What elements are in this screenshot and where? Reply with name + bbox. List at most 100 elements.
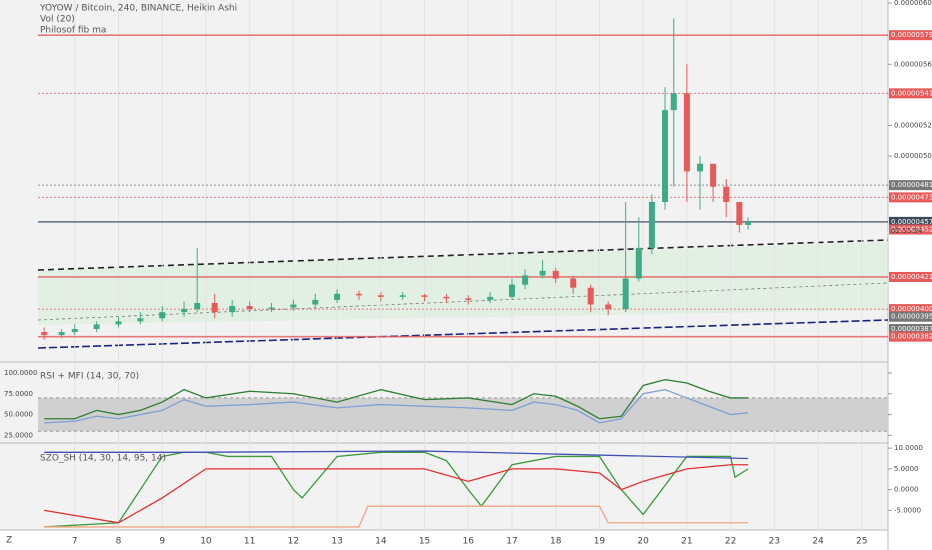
candle-body [115,321,122,325]
candle-body [552,270,559,279]
price-label: 0.00000457 [891,218,932,226]
time-axis-bg [0,530,888,550]
candle-body [670,93,677,111]
y-tick-label: 75.0000 [4,390,33,398]
price-label-box [889,311,932,322]
candle-body [58,332,65,336]
price-label-box [889,216,932,227]
x-tick-label: 23 [769,537,780,547]
price-label: 0.00000395 [891,313,932,321]
szo-line [44,505,749,528]
price-label-box [889,304,932,315]
x-tick-label: 12 [288,537,299,547]
x-tick-label: 18 [550,537,562,547]
x-tick-label: 25 [856,537,867,547]
candle-body [355,293,362,296]
x-tick-label: 24 [812,537,824,547]
x-tick-label: 16 [463,537,475,547]
candle-body [736,201,743,225]
candle-body [246,306,253,310]
y-tick-label: -5.0000 [894,506,921,514]
price-label: 0.00000452 [891,226,932,234]
candle-body [522,275,529,285]
candle-body [377,295,384,297]
price-label-box [889,323,932,334]
price-label: 0.00000473 [891,193,932,201]
x-tick-label: 13 [331,537,342,547]
rsi-line [44,378,749,420]
candle-body [268,307,275,310]
corner-label: Z [6,536,12,546]
candle-body [41,332,48,336]
candle-body [312,299,319,305]
x-tick-label: 11 [244,537,255,547]
price-label: 0.00000541 [891,89,932,97]
price-label-box [889,30,932,41]
candle-body [194,302,201,310]
zone [38,242,888,325]
price-label-box [889,331,932,342]
trendline [37,239,889,271]
panel-title: SZO_SH (14, 30, 14, 95, 14) [40,454,166,464]
x-tick-label: 22 [725,537,736,547]
candle-body [71,328,78,333]
x-tick-label: 19 [594,537,606,547]
candle-body [137,318,144,322]
price-label: 0.00000382 [891,333,932,341]
y-tick-label: 10.0000 [894,444,923,452]
indicator-label: Vol (20) [40,15,75,25]
candle-body [181,309,188,313]
candle-body [443,296,450,299]
y-tick-label: 100.0000 [4,369,37,377]
candle-body [229,306,236,313]
candle-body [745,221,752,225]
x-tick-label: 8 [116,537,122,547]
price-label-box [889,271,932,282]
rsi-line [44,388,749,424]
x-tick-label: 20 [637,537,649,547]
price-label: 0.00000421 [891,273,932,281]
price-label: 0.00000579 [891,31,932,39]
y-tick-label: 50.0000 [4,411,33,419]
szo-line [44,450,749,460]
candle-body [399,295,406,297]
candle-body [710,163,717,187]
countdown: 02:55:54 [891,227,923,235]
szo-line [44,464,749,524]
price-label: 0.00000400 [891,305,932,313]
candle-body [605,304,612,310]
candle-body [334,293,341,300]
price-label-box [889,192,932,203]
candle-body [487,296,494,300]
candle-body [211,302,218,313]
candle-body [622,278,629,310]
x-tick-label: 17 [506,537,517,547]
x-tick-label: 15 [419,537,430,547]
trendline [37,319,889,349]
y-tick-label: 5.0000 [894,465,919,473]
indicator-label: Philosof fib ma [40,26,106,36]
y-tick-label: 25.0000 [4,431,33,439]
candle-body [539,270,546,276]
candle-body [570,278,577,288]
rsi-band [38,397,888,432]
chart-title: YOYOW / Bitcoin, 240, BINANCE, Heikin As… [39,4,237,14]
candle-body [290,304,297,308]
plot [38,0,888,530]
panel-title: RSI + MFI (14, 30, 70) [40,372,139,382]
x-tick-label: 21 [681,537,692,547]
price-label-box [889,224,932,235]
price-label-box [889,88,932,99]
candle-body [648,201,655,248]
candle-body [93,324,100,329]
candle-body [159,312,166,319]
price-label: 0.00000481 [891,181,932,189]
x-tick-label: 9 [159,537,165,547]
candle-body [723,186,730,202]
candle-body [508,284,515,297]
price-label-box [889,180,932,191]
candle-body [465,298,472,300]
